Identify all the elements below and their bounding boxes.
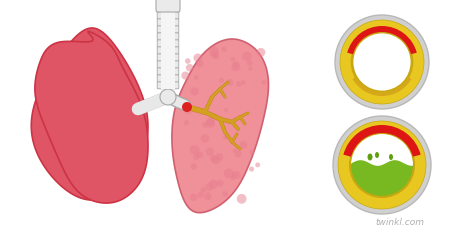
Circle shape (211, 50, 219, 59)
Circle shape (237, 194, 246, 204)
Bar (161, 0, 175, 89)
Wedge shape (343, 125, 420, 157)
Circle shape (219, 78, 224, 83)
Circle shape (196, 60, 203, 67)
Circle shape (350, 133, 414, 197)
Circle shape (211, 155, 220, 164)
FancyBboxPatch shape (157, 75, 179, 82)
Polygon shape (350, 160, 414, 197)
Circle shape (340, 20, 424, 104)
Wedge shape (353, 77, 411, 96)
Circle shape (207, 118, 215, 126)
Circle shape (223, 135, 228, 140)
Circle shape (222, 191, 228, 197)
FancyBboxPatch shape (157, 61, 179, 68)
FancyBboxPatch shape (157, 68, 179, 75)
Circle shape (352, 32, 412, 92)
Wedge shape (347, 26, 417, 54)
Circle shape (209, 179, 218, 189)
Circle shape (248, 67, 253, 71)
Circle shape (194, 75, 199, 80)
Circle shape (186, 64, 193, 72)
Circle shape (231, 173, 236, 178)
Circle shape (205, 118, 215, 128)
Ellipse shape (389, 154, 393, 160)
Ellipse shape (367, 154, 373, 160)
Circle shape (191, 163, 197, 170)
Circle shape (202, 122, 208, 128)
Circle shape (182, 72, 190, 80)
Circle shape (241, 80, 246, 85)
Circle shape (233, 117, 238, 121)
Circle shape (249, 150, 255, 155)
Circle shape (239, 141, 247, 149)
Polygon shape (35, 32, 148, 203)
Circle shape (217, 180, 224, 187)
FancyBboxPatch shape (157, 19, 179, 26)
Circle shape (190, 193, 198, 201)
Circle shape (224, 169, 234, 178)
Circle shape (233, 171, 241, 179)
FancyBboxPatch shape (157, 12, 179, 19)
FancyBboxPatch shape (157, 40, 179, 47)
Circle shape (160, 89, 176, 105)
Circle shape (210, 155, 217, 162)
Circle shape (193, 54, 202, 62)
FancyBboxPatch shape (157, 82, 179, 89)
FancyBboxPatch shape (157, 26, 179, 33)
Ellipse shape (375, 152, 379, 158)
Circle shape (227, 79, 233, 86)
Circle shape (224, 108, 228, 112)
Polygon shape (31, 28, 148, 200)
Circle shape (206, 147, 214, 156)
Circle shape (233, 149, 237, 153)
Circle shape (246, 60, 253, 66)
Circle shape (216, 153, 223, 161)
Polygon shape (172, 39, 268, 213)
Circle shape (333, 116, 431, 214)
Circle shape (204, 192, 211, 200)
Circle shape (231, 63, 240, 71)
Circle shape (213, 55, 219, 59)
FancyBboxPatch shape (157, 5, 179, 12)
Circle shape (190, 145, 200, 155)
Circle shape (235, 150, 242, 157)
Circle shape (209, 46, 219, 56)
Circle shape (198, 192, 204, 198)
FancyBboxPatch shape (157, 33, 179, 40)
Circle shape (338, 121, 426, 209)
Circle shape (230, 57, 235, 61)
Circle shape (190, 87, 199, 96)
Circle shape (185, 58, 191, 64)
Bar (159, 0, 177, 89)
Circle shape (182, 102, 192, 112)
Circle shape (230, 175, 236, 180)
Circle shape (184, 106, 192, 114)
Circle shape (183, 120, 189, 125)
Circle shape (225, 134, 229, 138)
Circle shape (205, 183, 213, 191)
Circle shape (236, 81, 241, 87)
Circle shape (201, 134, 209, 143)
FancyBboxPatch shape (156, 0, 180, 12)
FancyBboxPatch shape (157, 54, 179, 61)
Circle shape (261, 80, 266, 85)
Circle shape (335, 15, 429, 109)
Circle shape (233, 61, 239, 68)
Circle shape (201, 187, 206, 193)
Circle shape (196, 151, 203, 158)
Text: twinkl.com: twinkl.com (375, 218, 425, 227)
Circle shape (242, 52, 252, 61)
Circle shape (193, 154, 199, 160)
Circle shape (256, 48, 265, 57)
Circle shape (249, 167, 254, 172)
Circle shape (221, 46, 227, 52)
Circle shape (255, 162, 260, 167)
FancyBboxPatch shape (157, 47, 179, 54)
